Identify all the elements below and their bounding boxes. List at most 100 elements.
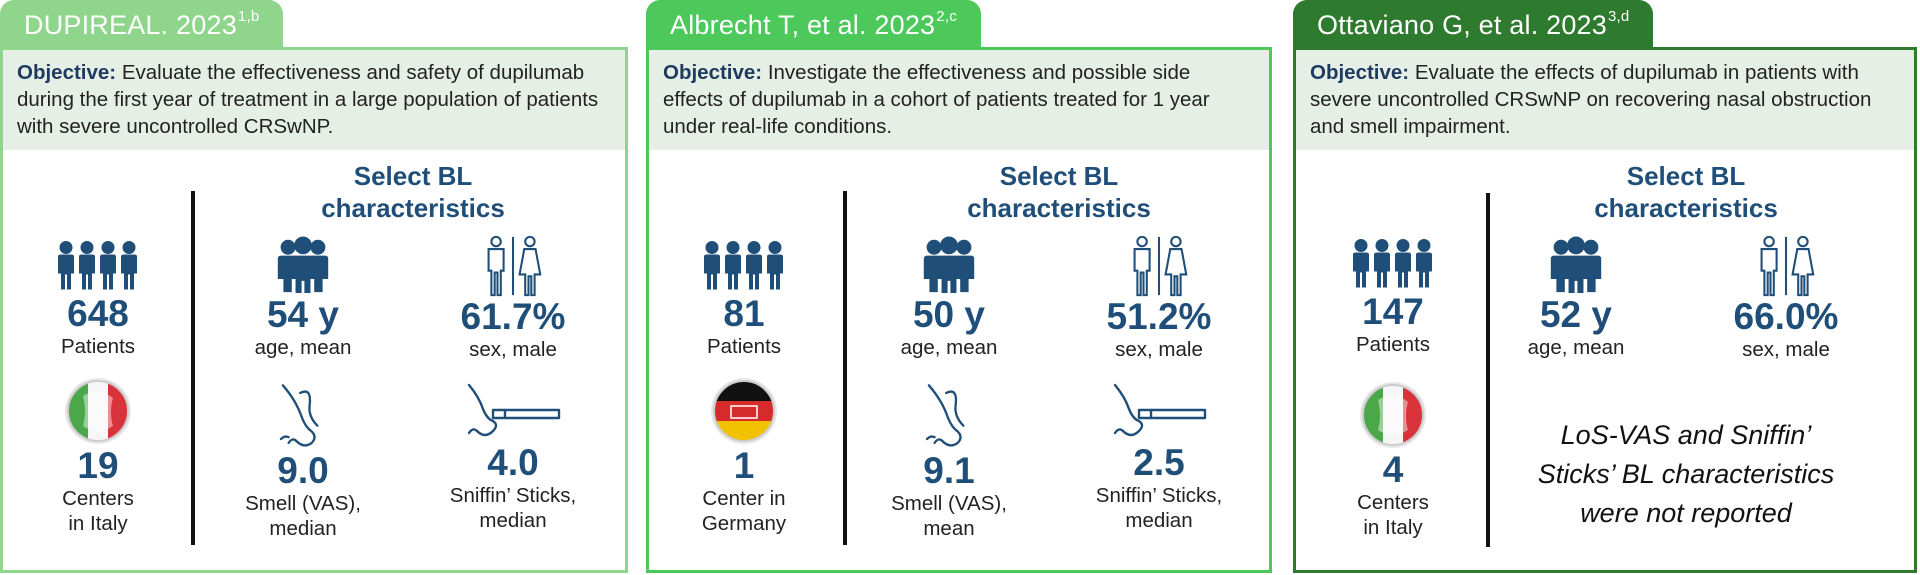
nose-icon [279,383,327,451]
bl-heading-line2: characteristics [967,193,1151,223]
smell-value: 9.1 [923,450,975,491]
centers-stat: 19 Centers in Italy [43,376,153,536]
italy-flag-icon [1358,380,1428,450]
smell-label-line2: median [269,517,337,540]
bl-heading-line1: Select BL [353,161,473,191]
study-box: Objective: Evaluate the effectiveness an… [0,47,628,573]
objective-label: Objective: [663,61,763,84]
age-label: age, mean [900,336,998,359]
smell-label-line1: Smell (VAS), [891,492,1007,515]
centers-label-line2: Germany [701,512,787,535]
centers-value: 19 [77,445,119,486]
sniffin-sticks-icon [1109,383,1209,443]
patients-value: 147 [1362,291,1424,332]
bl-heading-line1: Select BL [1626,161,1746,191]
sniffin-label-line1: Sniffin’ Sticks, [1095,484,1223,507]
male-female-icon [1751,235,1821,297]
bl-heading: Select BL characteristics [889,160,1229,224]
centers-label-line2: in Italy [68,512,128,535]
patients-stat: 81 Patients [689,238,799,359]
sniffin-value: 2.5 [1133,442,1185,483]
objective-label: Objective: [1310,61,1410,84]
nose-icon [925,383,973,451]
study-title: Ottaviano G, et al. 2023 [1317,9,1607,40]
sex-label: sex, male [1115,338,1203,361]
sex-label: sex, male [469,338,557,361]
age-value: 54 y [266,294,339,335]
study-panel-dupireal: DUPIREAL. 2023 1,b Objective: Evaluate th… [0,0,628,575]
note-line3: were not reported [1580,498,1792,528]
note-line2: Sticks’ BL characteristics [1537,459,1835,489]
male-female-icon [1124,235,1194,297]
note-line1: LoS-VAS and Sniffin’ [1560,420,1812,450]
sex-stat: 61.7% sex, male [423,235,603,362]
bl-heading: Select BL characteristics [1516,160,1856,224]
age-stat: 54 y age, mean [223,235,383,360]
age-label: age, mean [254,336,352,359]
centers-stat: 4 Centers in Italy [1338,380,1448,540]
sex-value: 51.2% [1106,296,1212,337]
age-stat: 52 y age, mean [1496,235,1656,360]
centers-stat: 1 Center in Germany [679,376,809,536]
centers-label-line1: Centers [1357,491,1429,514]
objective-label: Objective: [17,61,117,84]
sniffin-label-line2: median [1125,509,1193,532]
smell-stat: 9.0 Smell (VAS), median [223,383,383,541]
patients-label: Patients [706,335,782,358]
study-panel-albrecht: Albrecht T, et al. 2023 2,c Objective: In… [646,0,1272,575]
smell-label-line2: mean [923,517,975,540]
patients-group-icon [58,241,137,290]
age-value: 52 y [1539,294,1612,335]
objective-block: Objective: Evaluate the effectiveness an… [3,50,625,150]
centers-label-line2: in Italy [1363,516,1423,539]
sniffin-label-line1: Sniffin’ Sticks, [449,484,577,507]
divider [843,191,847,545]
smell-stat: 9.1 Smell (VAS), mean [869,383,1029,541]
objective-block: Objective: Evaluate the effects of dupil… [1296,50,1914,150]
patients-stat: 147 Patients [1338,236,1448,357]
sniffin-label-line2: median [479,509,547,532]
study-title-superscript: 2,c [936,7,957,25]
sex-label: sex, male [1742,338,1830,361]
people-group-icon [921,235,977,295]
objective-text: Evaluate the effectiveness and safety of… [17,61,599,138]
italy-flag-icon [63,376,133,446]
patients-group-icon [1353,239,1432,288]
divider [191,191,195,545]
age-label: age, mean [1527,336,1625,359]
divider [1486,193,1490,547]
study-title-tab: Ottaviano G, et al. 2023 3,d [1293,0,1654,50]
sex-value: 66.0% [1733,296,1839,337]
smell-value: 9.0 [277,450,329,491]
objective-block: Objective: Investigate the effectiveness… [649,50,1269,150]
study-title-superscript: 3,d [1607,7,1630,25]
smell-label-line1: Smell (VAS), [245,492,361,515]
age-value: 50 y [912,294,985,335]
patients-label: Patients [60,335,136,358]
centers-label-line1: Centers [62,487,134,510]
patients-label: Patients [1355,333,1431,356]
bl-heading-line2: characteristics [1594,193,1778,223]
study-title-superscript: 1,b [237,7,260,25]
patients-value: 648 [67,293,129,334]
study-title-tab: DUPIREAL. 2023 1,b [0,0,284,50]
patients-value: 81 [723,293,765,334]
centers-label-line1: Center in [702,487,786,510]
objective-text: Evaluate the effects of dupilumab in pat… [1310,61,1872,138]
sex-stat: 66.0% sex, male [1696,235,1876,362]
bl-heading-line2: characteristics [321,193,505,223]
study-box: Objective: Evaluate the effects of dupil… [1293,47,1917,573]
patients-stat: 648 Patients [43,238,153,359]
objective-text: Investigate the effectiveness and possib… [663,61,1210,138]
study-title: Albrecht T, et al. 2023 [670,9,936,40]
germany-flag-icon [709,376,779,446]
study-box: Objective: Investigate the effectiveness… [646,47,1272,573]
age-stat: 50 y age, mean [869,235,1029,360]
sniffin-stat: 2.5 Sniffin’ Sticks, median [1059,383,1259,533]
bl-heading: Select BL characteristics [243,160,583,224]
study-title-tab: Albrecht T, et al. 2023 2,c [646,0,981,50]
people-group-icon [275,235,331,295]
not-reported-note: LoS-VAS and Sniffin’ Sticks’ BL characte… [1496,416,1876,533]
sniffin-stat: 4.0 Sniffin’ Sticks, median [413,383,613,533]
male-female-icon [478,235,548,297]
